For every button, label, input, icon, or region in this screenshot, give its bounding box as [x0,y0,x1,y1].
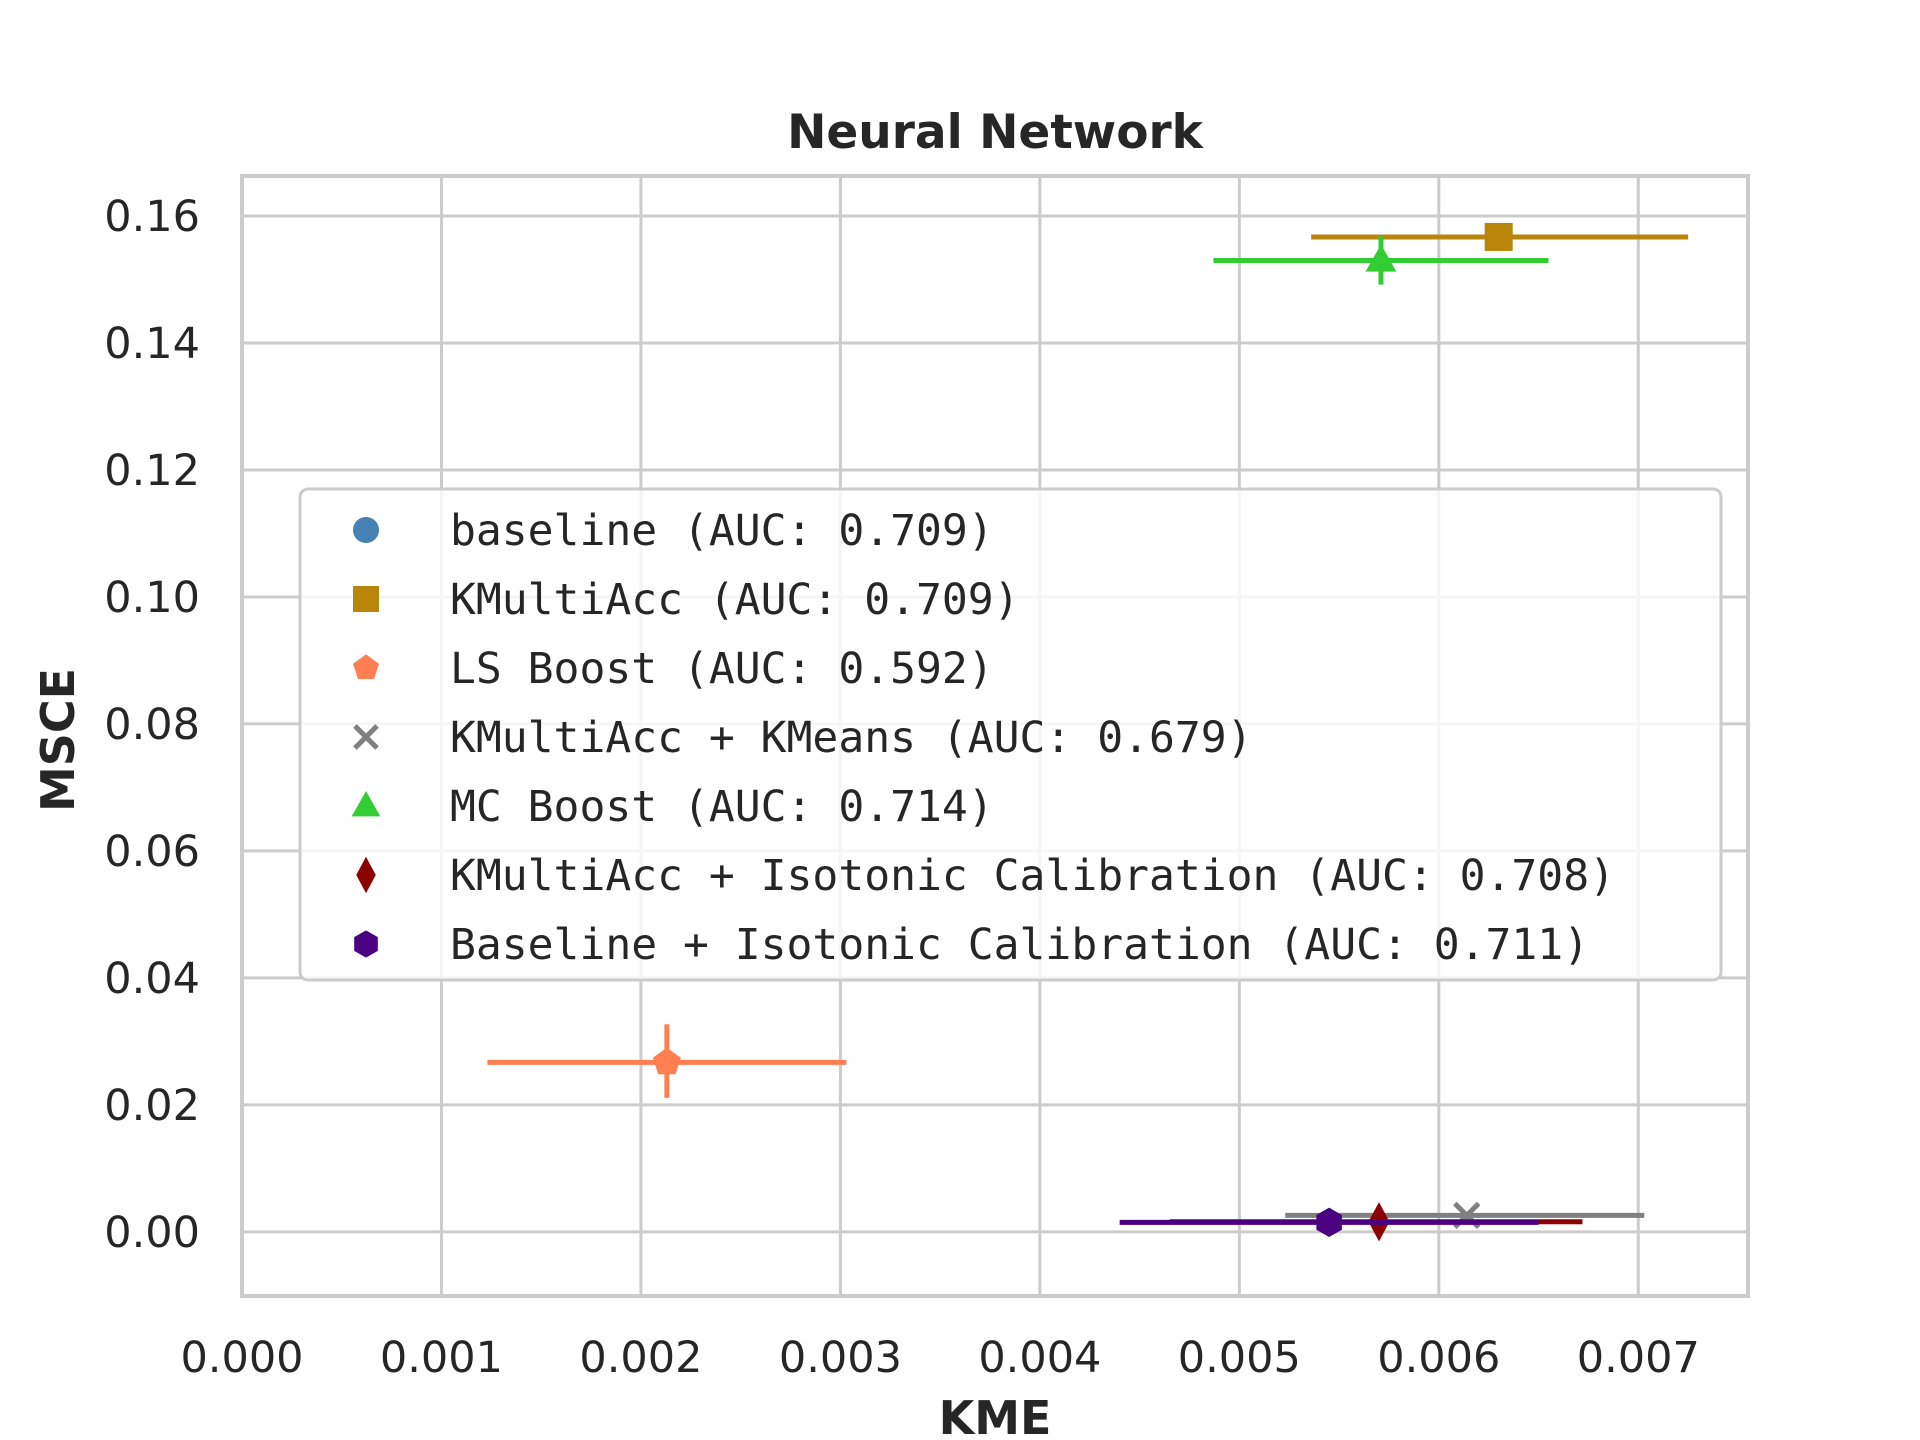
legend-label: MC Boost (AUC: 0.714) [450,782,994,832]
y-tick-label: 0.00 [104,1208,200,1258]
plot-frame [240,174,1750,1298]
y-tick-label: 0.04 [104,954,200,1004]
plot-marks [487,222,1689,1242]
legend-marker-circle [353,517,379,543]
y-tick-label: 0.14 [104,319,200,369]
legend-marker-square [353,586,379,612]
legend-box [298,487,1723,982]
tick-labels: 0.000 0.001 0.002 0.003 0.004 0.005 0.006 0.007… [104,192,1700,1383]
legend-label: KMultiAcc (AUC: 0.709) [450,575,1020,625]
y-tick-label: 0.06 [104,827,200,877]
y-tick-label: 0.16 [104,192,200,242]
square-point [1484,222,1513,251]
y-tick-label: 0.10 [104,573,200,623]
y-tick-label: 0.08 [104,700,200,750]
x-tick-label: 0.002 [579,1333,702,1383]
x-tick-label: 0.000 [180,1333,303,1383]
triangle-point [1365,244,1397,272]
legend-marker-diamond [356,856,376,894]
legend: baseline (AUC: 0.709) KMultiAcc (AUC: 0.7… [298,487,1723,982]
x-tick-label: 0.001 [380,1333,503,1383]
hexagon-point [1316,1207,1342,1238]
legend-label: Baseline + Isotonic Calibration (AUC: 0.… [450,920,1589,970]
x-tick-label: 0.006 [1377,1333,1500,1383]
legend-label: LS Boost (AUC: 0.592) [450,644,994,694]
x-axis-title: KME [939,1391,1052,1440]
x-tick-label: 0.005 [1178,1333,1301,1383]
x-tick-label: 0.004 [978,1333,1101,1383]
legend-label: baseline (AUC: 0.709) [450,506,994,556]
legend-marker-x [353,724,379,750]
y-tick-label: 0.12 [104,446,200,496]
chart-title: Neural Network [787,105,1205,160]
x-tick-label: 0.003 [779,1333,902,1383]
legend-marker-hexagon [354,930,378,958]
y-axis-title: MSCE [31,668,85,812]
pentagon-point [652,1047,681,1075]
y-tick-label: 0.02 [104,1081,200,1131]
x-tick-label: 0.007 [1577,1333,1700,1383]
legend-marker-pentagon [353,654,379,680]
legend-label: KMultiAcc + KMeans (AUC: 0.679) [450,713,1253,763]
legend-label: KMultiAcc + Isotonic Calibration (AUC: 0… [450,851,1615,901]
legend-marker-triangle [351,791,381,817]
